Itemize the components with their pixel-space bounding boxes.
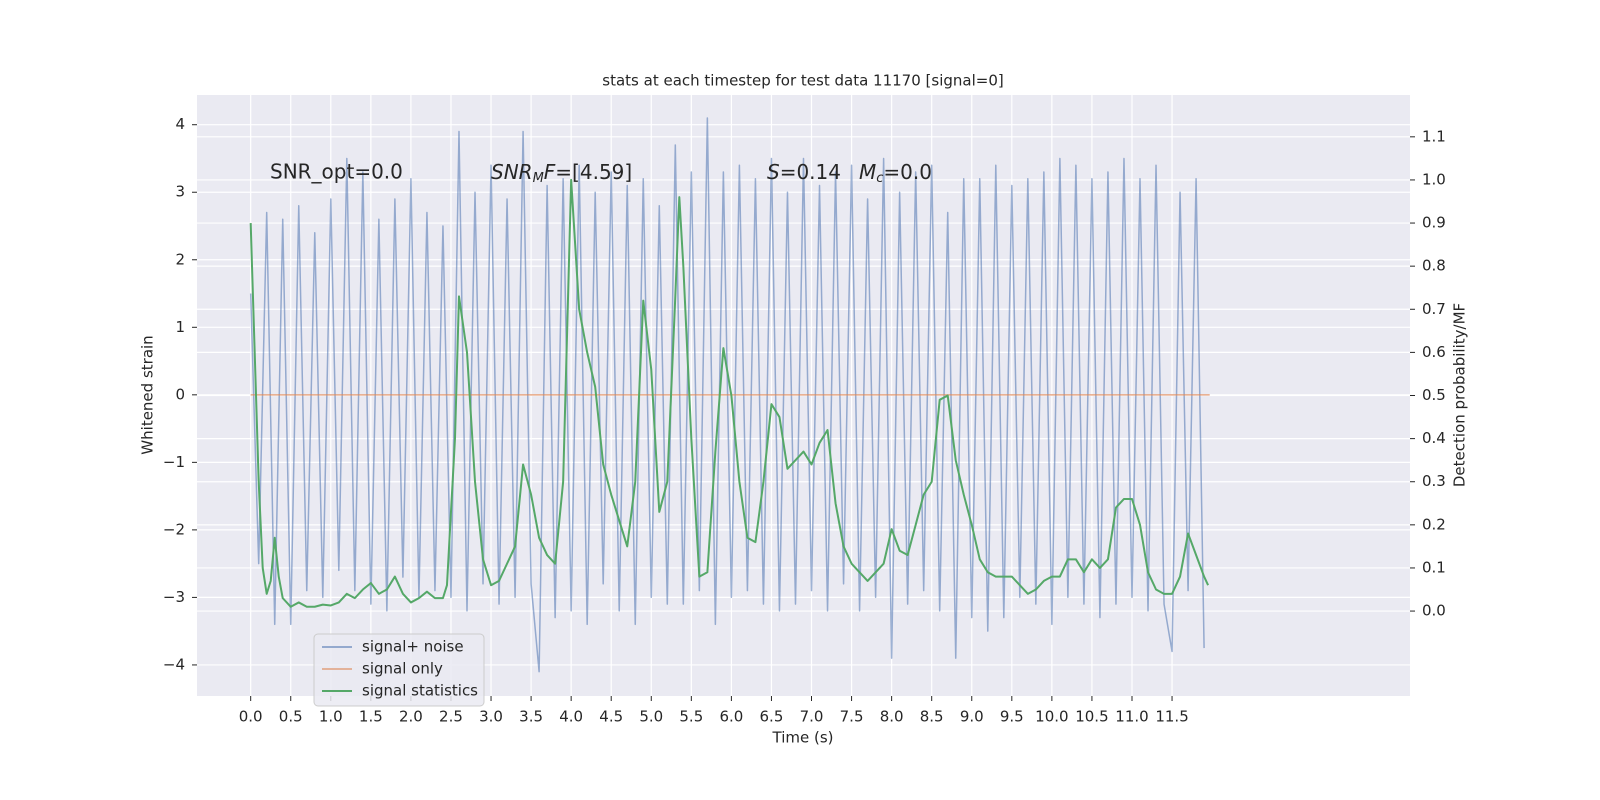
annotation: S=0.14 Mc=0.0 [767, 160, 932, 186]
y-tick-label: −3 [163, 588, 185, 606]
y-tick-label: 4 [175, 115, 185, 133]
y2-tick-label: 0.1 [1422, 558, 1446, 576]
annotation-part: =[4.59] [555, 160, 632, 184]
annotation-part: S [767, 160, 780, 184]
x-tick-label: 11.0 [1115, 708, 1148, 726]
y2-tick-label: 0.9 [1422, 214, 1446, 232]
x-tick-label: 8.5 [920, 708, 944, 726]
series-line [249, 178, 1210, 608]
x-tick-label: 2.5 [439, 708, 463, 726]
y-tick-label: 1 [175, 318, 185, 336]
annotation-part: =0.0 [883, 160, 932, 184]
series-line [249, 117, 1205, 673]
annotation: SNR_opt=0.0 [270, 160, 403, 184]
x-tick-label: 7.0 [800, 708, 824, 726]
y2-tick-label: 0.2 [1422, 515, 1446, 533]
y2-tick-label: 0.7 [1422, 300, 1446, 318]
annotation-part: M [533, 171, 544, 186]
legend: signal+ noise signal only signal statistic… [313, 633, 485, 707]
x-tick-label: 10.5 [1075, 708, 1108, 726]
y-tick-label: 3 [175, 183, 185, 201]
legend-label: signal statistics [362, 682, 478, 700]
annotation-part: F [544, 160, 556, 184]
x-tick-label: 11.5 [1155, 708, 1188, 726]
legend-label: signal only [362, 660, 443, 678]
x-tick-label: 0.0 [239, 708, 263, 726]
marks [249, 117, 1210, 673]
x-tick-label: 5.0 [639, 708, 663, 726]
y2-tick-label: 0.3 [1422, 472, 1446, 490]
y-tick-label: 0 [175, 385, 185, 403]
y2-tick-label: 1.0 [1422, 170, 1446, 188]
x-tick-label: 0.5 [279, 708, 303, 726]
legend-box [313, 633, 485, 707]
annotation-part: =0.14 [780, 160, 841, 184]
x-axis-label: Time (s) [772, 729, 834, 747]
annotation-part: M [859, 160, 876, 184]
x-tick-label: 8.0 [880, 708, 904, 726]
annotation-part: SNR [491, 160, 533, 184]
y-axis-label: Whitened strain [139, 335, 157, 454]
y2-tick-label: 1.1 [1422, 127, 1446, 145]
x-tick-label: 9.0 [960, 708, 984, 726]
y-tick-label: 2 [175, 250, 185, 268]
x-tick-label: 3.5 [519, 708, 543, 726]
x-tick-label: 6.0 [719, 708, 743, 726]
x-tick-label: 1.0 [319, 708, 343, 726]
x-tick-label: 1.5 [359, 708, 383, 726]
y2-tick-label: 0.0 [1422, 602, 1446, 620]
x-tick-label: 6.5 [760, 708, 784, 726]
y2-tick-label: 0.5 [1422, 386, 1446, 404]
x-tick-label: 10.0 [1035, 708, 1068, 726]
y-tick-label: −1 [163, 453, 185, 471]
x-tick-label: 9.5 [1000, 708, 1024, 726]
labels: 0.0 0.5 1.0 1.5 2.0 2.5 3.0 3.5 4.0 4.5 5.0 5.5 6.0 6… [163, 115, 1446, 725]
x-tick-label: 2.0 [399, 708, 423, 726]
y-tick-label: −4 [163, 655, 185, 673]
annotation-part: c [876, 171, 883, 186]
chart-title: stats at each timestep for test data 111… [602, 72, 1003, 90]
y-tick-label: −2 [163, 520, 185, 538]
y2-tick-label: 0.8 [1422, 257, 1446, 275]
y2-tick-label: 0.6 [1422, 343, 1446, 361]
y2-tick-label: 0.4 [1422, 429, 1446, 447]
x-tick-label: 3.0 [479, 708, 503, 726]
x-tick-label: 4.5 [599, 708, 623, 726]
x-tick-label: 4.0 [559, 708, 583, 726]
annotation: SNRMF=[4.59] [491, 160, 632, 186]
legend-label: signal+ noise [362, 638, 464, 656]
y2-axis-label: Detection probability/MF [1451, 303, 1469, 487]
x-tick-label: 5.5 [679, 708, 703, 726]
x-tick-label: 7.5 [840, 708, 864, 726]
